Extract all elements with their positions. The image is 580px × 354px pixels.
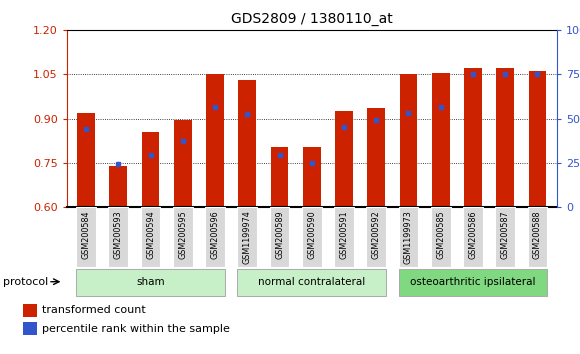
Text: GSM200585: GSM200585 bbox=[436, 210, 445, 259]
FancyBboxPatch shape bbox=[237, 269, 386, 296]
Bar bbox=[110, 166, 127, 207]
Text: GSM200592: GSM200592 bbox=[372, 210, 380, 259]
Bar bbox=[400, 74, 418, 207]
Text: GSM200586: GSM200586 bbox=[469, 210, 477, 259]
FancyBboxPatch shape bbox=[76, 207, 96, 267]
Text: GSM1199974: GSM1199974 bbox=[243, 210, 252, 264]
FancyBboxPatch shape bbox=[141, 207, 160, 267]
Text: GSM200587: GSM200587 bbox=[501, 210, 510, 259]
Bar bbox=[23, 322, 37, 335]
Bar bbox=[206, 74, 224, 207]
Bar bbox=[77, 113, 95, 207]
FancyBboxPatch shape bbox=[205, 207, 225, 267]
Text: GSM200593: GSM200593 bbox=[114, 210, 123, 259]
FancyBboxPatch shape bbox=[367, 207, 386, 267]
Text: GSM200596: GSM200596 bbox=[211, 210, 219, 259]
Text: GSM200595: GSM200595 bbox=[178, 210, 187, 259]
Text: GSM200591: GSM200591 bbox=[339, 210, 349, 259]
Bar bbox=[174, 120, 191, 207]
Text: GSM200589: GSM200589 bbox=[275, 210, 284, 259]
FancyBboxPatch shape bbox=[463, 207, 483, 267]
Text: osteoarthritic ipsilateral: osteoarthritic ipsilateral bbox=[410, 277, 536, 287]
Text: normal contralateral: normal contralateral bbox=[258, 277, 365, 287]
FancyBboxPatch shape bbox=[398, 207, 418, 267]
Bar bbox=[23, 304, 37, 317]
Bar bbox=[335, 111, 353, 207]
Bar bbox=[367, 108, 385, 207]
FancyBboxPatch shape bbox=[76, 269, 225, 296]
Text: GSM200590: GSM200590 bbox=[307, 210, 316, 259]
Bar bbox=[142, 132, 160, 207]
FancyBboxPatch shape bbox=[237, 207, 257, 267]
Bar bbox=[464, 68, 482, 207]
Text: sham: sham bbox=[136, 277, 165, 287]
FancyBboxPatch shape bbox=[495, 207, 515, 267]
Title: GDS2809 / 1380110_at: GDS2809 / 1380110_at bbox=[231, 12, 393, 26]
FancyBboxPatch shape bbox=[302, 207, 321, 267]
Bar bbox=[303, 147, 321, 207]
Text: percentile rank within the sample: percentile rank within the sample bbox=[42, 324, 230, 334]
Text: transformed count: transformed count bbox=[42, 306, 146, 315]
Text: GSM200588: GSM200588 bbox=[533, 210, 542, 259]
FancyBboxPatch shape bbox=[334, 207, 354, 267]
FancyBboxPatch shape bbox=[528, 207, 548, 267]
Bar bbox=[496, 68, 514, 207]
FancyBboxPatch shape bbox=[398, 269, 548, 296]
Text: protocol: protocol bbox=[3, 277, 48, 287]
Text: GSM200584: GSM200584 bbox=[82, 210, 90, 259]
FancyBboxPatch shape bbox=[270, 207, 289, 267]
Text: GSM200594: GSM200594 bbox=[146, 210, 155, 259]
Bar bbox=[238, 80, 256, 207]
FancyBboxPatch shape bbox=[431, 207, 451, 267]
Bar bbox=[271, 147, 288, 207]
FancyBboxPatch shape bbox=[108, 207, 128, 267]
FancyBboxPatch shape bbox=[173, 207, 193, 267]
Bar bbox=[528, 72, 546, 207]
Bar bbox=[432, 73, 450, 207]
Text: GSM1199973: GSM1199973 bbox=[404, 210, 413, 264]
